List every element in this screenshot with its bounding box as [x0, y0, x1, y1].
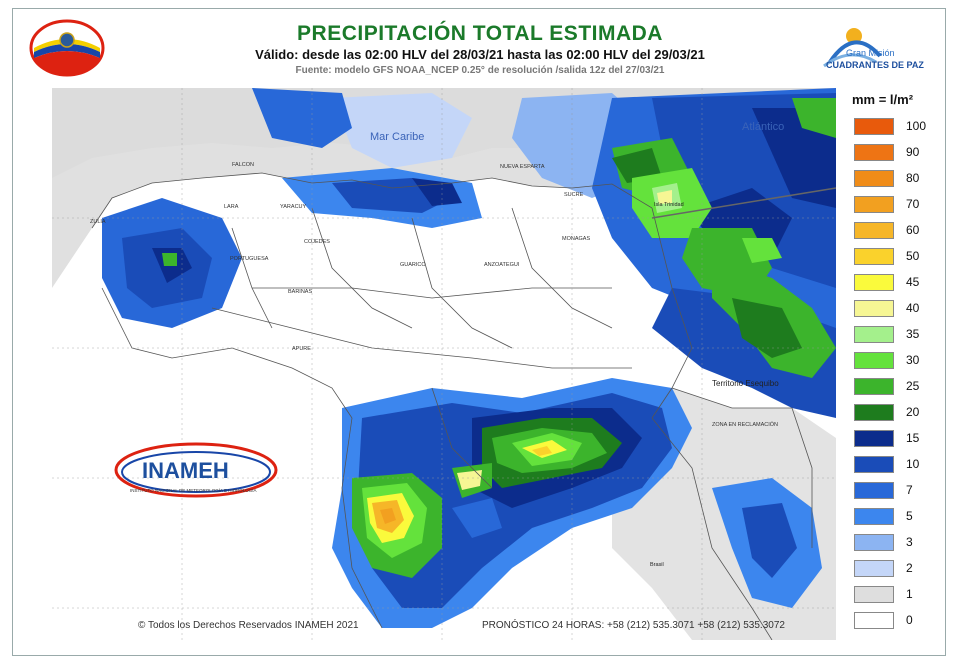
legend-row: 1 [846, 581, 942, 607]
inameh-subtext: INSTITUTO NACIONAL DE METEOROLOGÍA E HID… [130, 487, 257, 493]
legend-row: 10 [846, 451, 942, 477]
legend-row: 25 [846, 373, 942, 399]
outer-frame [12, 8, 946, 656]
legend-row: 40 [846, 295, 942, 321]
state-label-portuguesa: PORTUGUESA [230, 256, 269, 262]
legend-row: 2 [846, 555, 942, 581]
state-label-barinas: BARINAS [288, 289, 312, 295]
legend-swatch [854, 429, 894, 447]
legend-row: 90 [846, 139, 942, 165]
precipitation-legend: mm = l/m² 100 90 80 70 60 50 45 40 35 30 25 20 15 10 7… [846, 92, 942, 633]
phone-text: PRONÓSTICO 24 HORAS: +58 (212) 535.3071 … [482, 620, 785, 631]
legend-value: 60 [906, 223, 920, 237]
legend-row: 5 [846, 503, 942, 529]
copyright-text: © Todos los Derechos Reservados INAMEH 2… [138, 620, 359, 631]
legend-row: 45 [846, 269, 942, 295]
state-label-guarico: GUARICO [400, 262, 426, 268]
legend-row: 3 [846, 529, 942, 555]
legend-row: 50 [846, 243, 942, 269]
legend-swatch [854, 143, 894, 161]
state-label-anzoategui: ANZOATEGUI [484, 262, 520, 268]
legend-value: 100 [906, 119, 927, 133]
legend-swatch [854, 299, 894, 317]
inameh-logo: INAMEH INSTITUTO NACIONAL DE METEOROLOGÍ… [112, 440, 280, 500]
inameh-text: INAMEH [142, 458, 229, 483]
legend-swatch [854, 221, 894, 239]
state-label-nueva-esparta: NUEVA ESPARTA [500, 164, 545, 170]
legend-swatch [854, 195, 894, 213]
legend-value: 2 [906, 561, 913, 575]
atlantico-label: Atlántico [742, 121, 784, 133]
legend-value: 50 [906, 249, 920, 263]
caribe-label: Mar Caribe [370, 131, 424, 143]
legend-value: 45 [906, 275, 920, 289]
legend-value: 35 [906, 327, 920, 341]
legend-row: 35 [846, 321, 942, 347]
legend-swatch [854, 611, 894, 629]
legend-swatch [854, 559, 894, 577]
legend-value: 80 [906, 171, 920, 185]
page-title: PRECIPITACIÓN TOTAL ESTIMADA [297, 22, 663, 45]
legend-swatch [854, 169, 894, 187]
legend-swatch [854, 273, 894, 291]
legend-swatch [854, 585, 894, 603]
legend-swatch [854, 533, 894, 551]
state-label-cojedes: COJEDES [304, 239, 330, 245]
state-label-sucre: SUCRE [564, 192, 584, 198]
reclamacion-label: ZONA EN RECLAMACIÓN [712, 421, 778, 428]
cuadrantes-line1: Gran Misión [846, 48, 895, 58]
legend-value: 30 [906, 353, 920, 367]
legend-row: 7 [846, 477, 942, 503]
legend-swatch [854, 455, 894, 473]
lat-lon-grid [52, 88, 836, 640]
legend-value: 40 [906, 301, 920, 315]
legend-swatch [854, 325, 894, 343]
legend-swatch [854, 403, 894, 421]
cuadrantes-logo: Gran Misión CUADRANTES DE PAZ [820, 22, 938, 74]
legend-swatch [854, 481, 894, 499]
legend-value: 10 [906, 457, 920, 471]
legend-row: 80 [846, 165, 942, 191]
legend-value: 0 [906, 613, 913, 627]
legend-swatch [854, 247, 894, 265]
state-label-yaracuy: YARACUY [280, 204, 307, 210]
trinidad-label: Isla Trinidad [654, 202, 684, 208]
brasil-label: Brasil [650, 562, 664, 568]
legend-value: 20 [906, 405, 920, 419]
state-label-zulia: ZULIA [90, 219, 106, 225]
legend-row: 0 [846, 607, 942, 633]
state-label-apure: APURE [292, 346, 311, 352]
esequibo-label: Territorio Esequibo [712, 379, 779, 388]
legend-row: 60 [846, 217, 942, 243]
state-label-falcon: FALCON [232, 162, 254, 168]
legend-value: 3 [906, 535, 913, 549]
reclamation-line [651, 187, 837, 219]
precipitation-map: Mar Caribe Atlántico Territorio Esequibo… [52, 88, 837, 641]
legend-value: 15 [906, 431, 920, 445]
state-label-monagas: MONAGAS [562, 236, 590, 242]
legend-row: 100 [846, 113, 942, 139]
legend-swatch [854, 117, 894, 135]
legend-value: 70 [906, 197, 920, 211]
legend-swatch [854, 507, 894, 525]
legend-value: 1 [906, 587, 913, 601]
legend-title: mm = l/m² [852, 92, 914, 107]
legend-swatch [854, 377, 894, 395]
legend-value: 5 [906, 509, 913, 523]
model-source: Fuente: modelo GFS NOAA_NCEP 0.25° de re… [295, 65, 665, 76]
cuadrantes-line2: CUADRANTES DE PAZ [826, 60, 924, 70]
ministry-logo [28, 18, 106, 78]
legend-value: 7 [906, 483, 913, 497]
legend-swatch [854, 351, 894, 369]
legend-row: 70 [846, 191, 942, 217]
validity-subtitle: Válido: desde las 02:00 HLV del 28/03/21… [255, 47, 705, 62]
legend-value: 90 [906, 145, 920, 159]
legend-row: 15 [846, 425, 942, 451]
state-label-lara: LARA [224, 204, 239, 210]
legend-value: 25 [906, 379, 920, 393]
legend-row: 20 [846, 399, 942, 425]
legend-row: 30 [846, 347, 942, 373]
